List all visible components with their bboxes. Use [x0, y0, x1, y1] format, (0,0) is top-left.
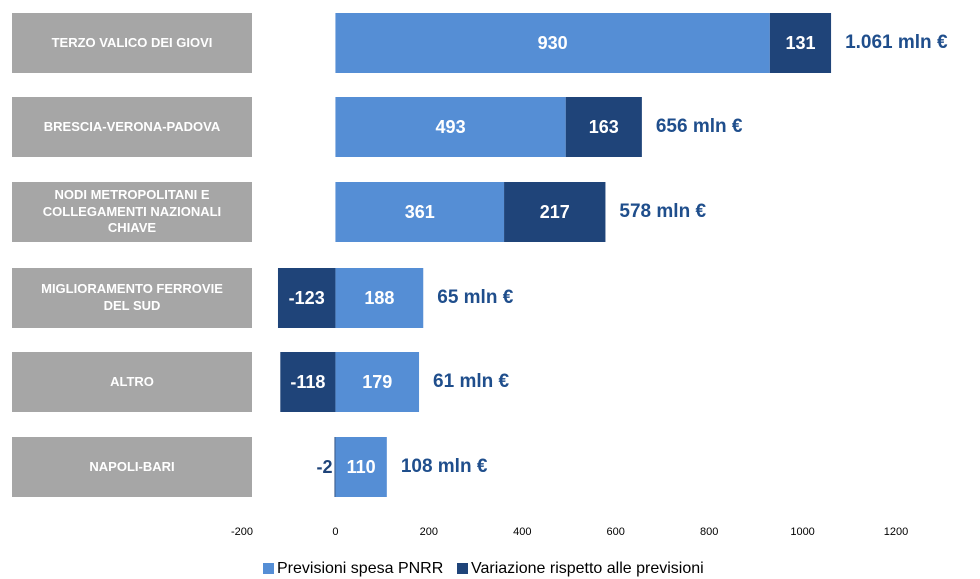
value-label: 179 [362, 372, 392, 392]
category-label: TERZO VALICO DEI GIOVI [12, 13, 252, 73]
bar-segment [280, 352, 336, 412]
legend-swatch [263, 563, 274, 574]
bar-segment [504, 182, 606, 242]
bar-segment [335, 13, 770, 73]
category-label: BRESCIA-VERONA-PADOVA [12, 97, 252, 157]
legend-label: Variazione rispetto alle previsioni [471, 560, 704, 577]
bar-segment [335, 182, 505, 242]
value-label: 131 [785, 33, 815, 53]
x-tick-label: 600 [607, 526, 625, 538]
category-label: NODI METROPOLITANI E COLLEGAMENTI NAZION… [12, 182, 252, 242]
x-tick-label: 400 [513, 526, 531, 538]
total-label: 108 mln € [401, 456, 488, 477]
x-tick-label: 1200 [884, 526, 908, 538]
value-label: -118 [290, 372, 325, 392]
bar-segment [335, 97, 566, 157]
bar-segment [335, 437, 387, 497]
total-label: 61 mln € [433, 371, 509, 392]
bar-segment [334, 437, 336, 497]
legend-label: Previsioni spesa PNRR [277, 560, 443, 577]
total-label: 1.061 mln € [845, 32, 948, 53]
total-label: 65 mln € [437, 287, 513, 308]
total-label: 656 mln € [656, 116, 743, 137]
category-label: ALTRO [12, 352, 252, 412]
value-label: -2 [316, 457, 332, 477]
total-label: 578 mln € [619, 201, 706, 222]
value-label: 361 [405, 202, 435, 222]
x-tick-label: 1000 [790, 526, 814, 538]
value-label: 110 [347, 457, 376, 477]
value-label: 493 [436, 117, 466, 137]
value-label: 188 [364, 288, 394, 308]
value-label: 217 [540, 202, 570, 222]
x-tick-label: 200 [420, 526, 438, 538]
value-label: -123 [289, 288, 325, 308]
x-tick-label: -200 [231, 526, 253, 538]
bar-segment [335, 352, 420, 412]
bar-segment [769, 13, 832, 73]
bar-segment [335, 268, 424, 328]
x-tick-label: 800 [700, 526, 718, 538]
category-label: NAPOLI-BARI [12, 437, 252, 497]
bar-segment [565, 97, 642, 157]
bar-segment [277, 268, 336, 328]
category-label: MIGLIORAMENTO FERROVIE DEL SUD [12, 268, 252, 328]
x-tick-label: 0 [332, 526, 338, 538]
legend-swatch [457, 563, 468, 574]
value-label: 163 [589, 117, 619, 137]
value-label: 930 [538, 33, 568, 53]
